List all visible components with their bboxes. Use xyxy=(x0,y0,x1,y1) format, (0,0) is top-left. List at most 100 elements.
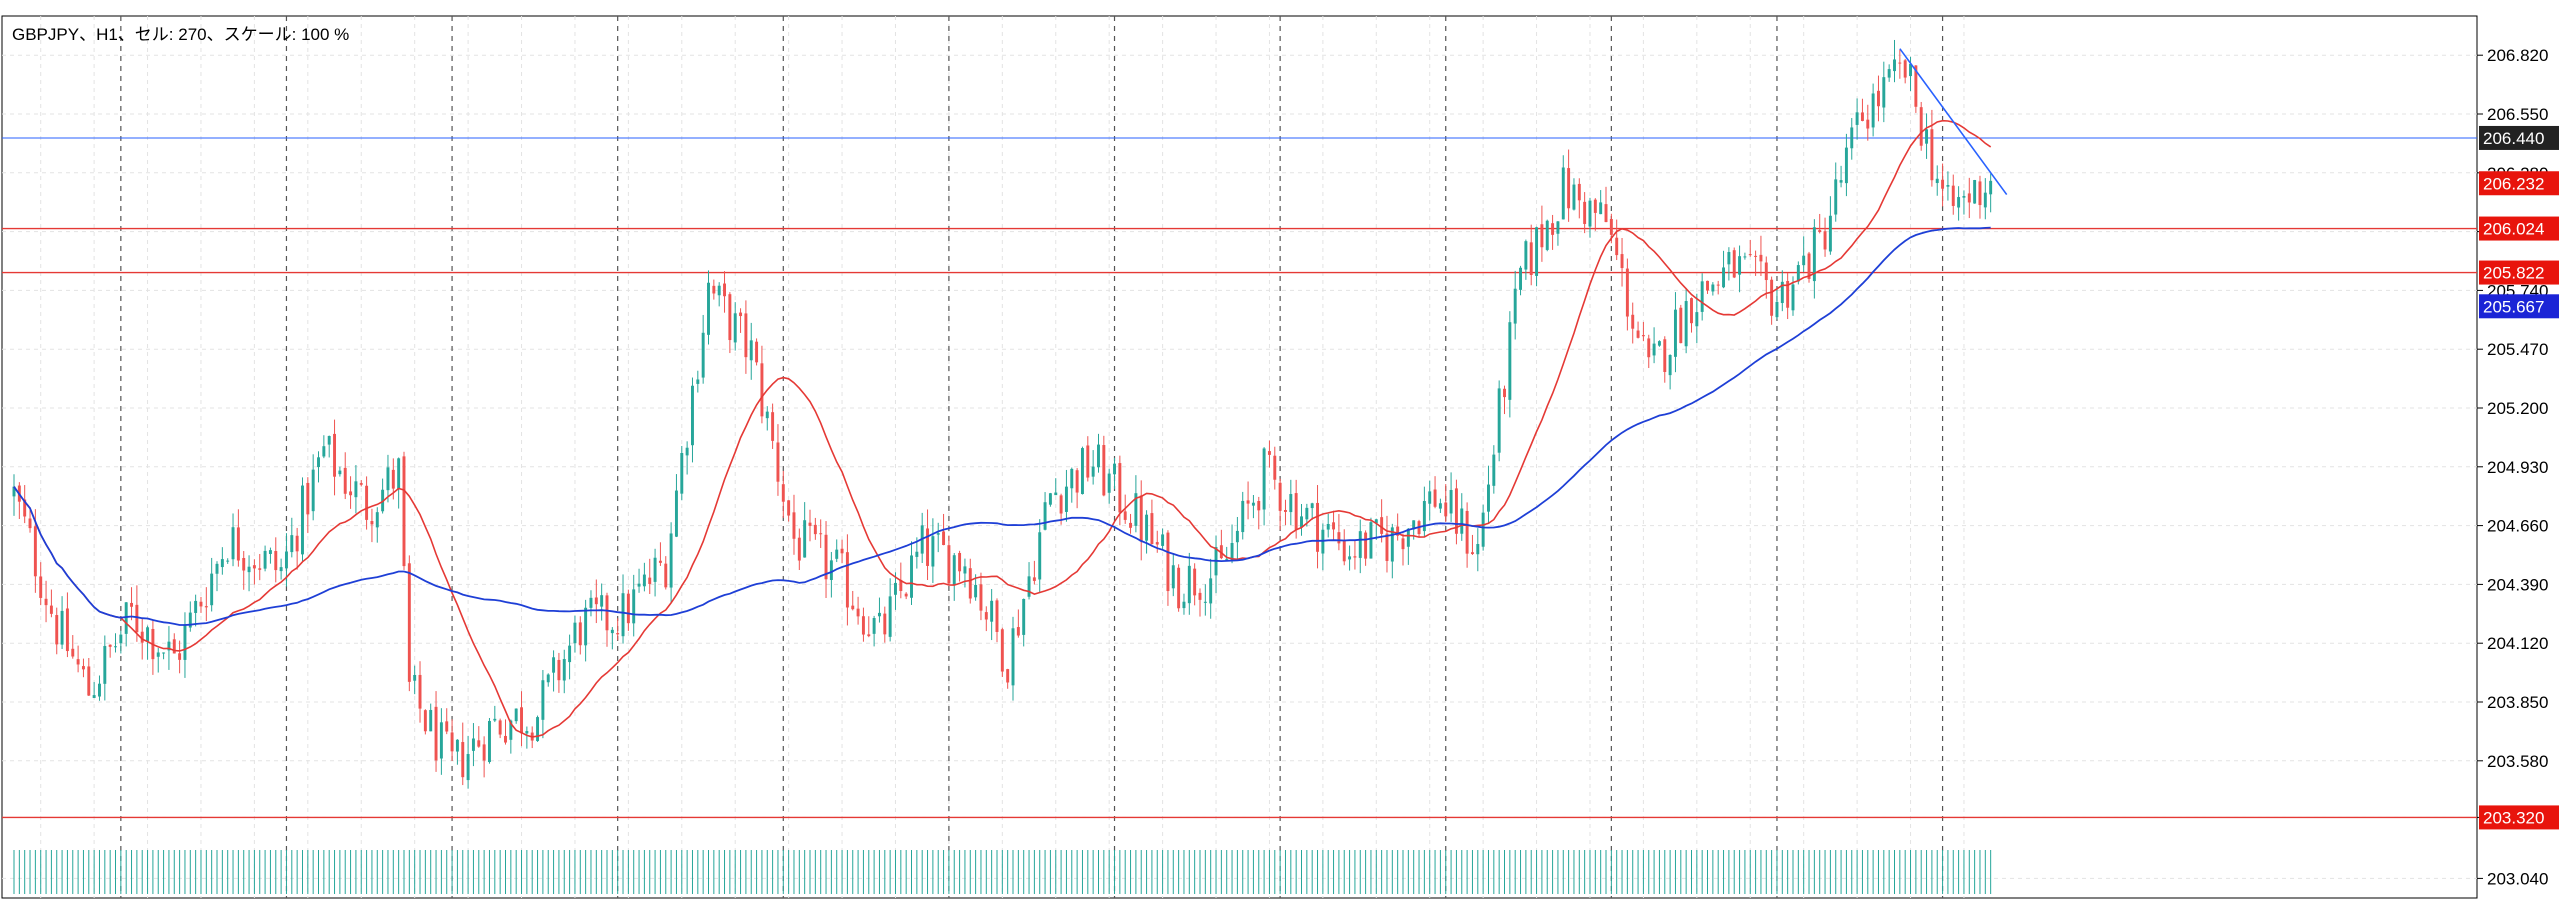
candle-body xyxy=(23,499,27,517)
candle-body xyxy=(669,533,673,588)
candle-body xyxy=(1198,592,1202,600)
candle-body xyxy=(1572,184,1576,210)
candle-body xyxy=(1973,180,1977,204)
candle-body xyxy=(910,555,913,598)
candle-body xyxy=(76,659,80,665)
candle-body xyxy=(429,709,433,732)
candle-body xyxy=(1166,532,1170,592)
price-tag: 206.232 xyxy=(2483,174,2544,193)
candle-body xyxy=(156,652,160,657)
candle-body xyxy=(899,579,903,591)
candle-body xyxy=(92,695,96,698)
candle-body xyxy=(867,634,871,637)
candle-body xyxy=(1054,492,1058,496)
candle-body xyxy=(963,566,967,574)
trendline-group[interactable] xyxy=(1899,48,2008,196)
candle-body xyxy=(178,653,182,660)
candle-body xyxy=(1962,196,1966,198)
candle-body xyxy=(1241,500,1245,533)
candle-body xyxy=(477,740,481,747)
trendline[interactable] xyxy=(1899,48,2008,196)
candle-body xyxy=(418,674,422,709)
candle-body xyxy=(1941,179,1945,189)
candle-body xyxy=(733,313,737,343)
candle-body xyxy=(562,659,566,681)
candle-body xyxy=(268,550,272,554)
candle-body xyxy=(274,551,278,571)
candle-body xyxy=(1048,493,1052,505)
candle-body xyxy=(1396,526,1400,536)
candle-body xyxy=(1492,454,1496,486)
candle-body xyxy=(1454,488,1458,534)
candle-body xyxy=(1182,601,1186,609)
candle-body xyxy=(188,612,192,628)
candle-body xyxy=(525,731,529,734)
candle-body xyxy=(1647,338,1651,358)
candle-body xyxy=(119,634,123,644)
candle-body xyxy=(701,332,705,378)
candle-body xyxy=(1551,223,1555,235)
level-price-tag: 205.822 xyxy=(2483,264,2544,283)
candle-body xyxy=(520,707,523,734)
candle-body xyxy=(365,485,369,520)
candle-body xyxy=(658,560,662,563)
candle-body xyxy=(1374,519,1378,524)
price-tag-bg xyxy=(2479,294,2559,319)
candle-body xyxy=(1695,312,1699,327)
candle-body xyxy=(252,565,256,569)
candle-body xyxy=(1406,528,1410,547)
candle-body xyxy=(1219,545,1223,559)
candle-body xyxy=(1294,493,1298,530)
candle-body xyxy=(1700,281,1704,312)
candle-body xyxy=(108,644,112,647)
candle-body xyxy=(1930,129,1934,181)
candle-body xyxy=(1690,298,1693,324)
candle-body xyxy=(1524,241,1528,270)
candle-body xyxy=(1850,127,1854,149)
candle-body xyxy=(1834,179,1838,215)
candle-body xyxy=(1134,493,1138,526)
candle-body xyxy=(1209,578,1213,604)
candle-body xyxy=(1150,513,1154,545)
candle-body xyxy=(263,550,267,569)
candle-body xyxy=(1449,489,1453,514)
candle-body xyxy=(1251,502,1255,506)
candle-body xyxy=(1855,112,1859,125)
candle-body xyxy=(1828,215,1832,252)
candle-body xyxy=(124,602,128,634)
candle-body xyxy=(1203,601,1207,603)
candle-body xyxy=(765,411,769,419)
candle-body xyxy=(295,535,299,552)
candle-body xyxy=(1422,501,1426,532)
candle-body xyxy=(707,282,710,335)
candle-body xyxy=(359,483,363,485)
candle-body xyxy=(471,738,475,751)
candle-body xyxy=(1876,90,1880,107)
candle-body xyxy=(877,612,881,617)
candle-body xyxy=(1609,218,1613,235)
candle-body xyxy=(1310,503,1314,509)
candle-body xyxy=(685,447,689,456)
candle-body xyxy=(979,584,983,611)
candle-body xyxy=(1155,542,1159,545)
candle-body xyxy=(653,557,657,582)
horizontal-levels[interactable] xyxy=(2,137,2477,819)
axis-tick-label: 204.930 xyxy=(2487,458,2548,477)
candle-body xyxy=(509,720,513,740)
candle-body xyxy=(1860,112,1864,121)
candle-body xyxy=(1305,507,1309,520)
candle-body xyxy=(739,312,743,317)
ma-fast-line xyxy=(13,119,1992,738)
candle-body xyxy=(995,600,999,632)
candle-body xyxy=(546,674,550,683)
candle-body xyxy=(493,718,497,721)
candle-body xyxy=(1401,538,1405,550)
candle-body xyxy=(343,467,347,494)
candle-body xyxy=(146,627,150,642)
candle-body xyxy=(1267,451,1271,455)
candle-body xyxy=(71,648,75,657)
candle-body xyxy=(1561,167,1565,220)
price-tags: 206.440 206.232 205.667 206.024 205.822 203.3… xyxy=(2479,125,2559,830)
